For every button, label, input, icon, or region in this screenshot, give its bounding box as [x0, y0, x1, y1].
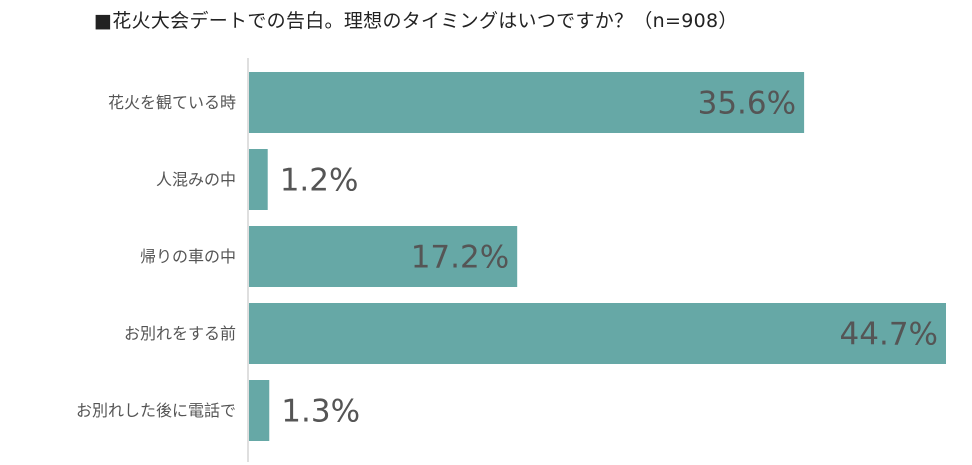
value-label-2: 1.2% [280, 163, 359, 199]
value-label-3: 17.2% [411, 240, 509, 276]
value-label-5: 1.3% [281, 394, 360, 430]
value-label-1: 35.6% [698, 86, 796, 122]
category-label-3: 帰りの車の中 [140, 247, 236, 266]
bar-4 [249, 303, 946, 364]
category-label-2: 人混みの中 [156, 170, 236, 189]
value-label-4: 44.7% [840, 317, 938, 353]
bar-3 [249, 226, 518, 287]
bar-1 [249, 72, 805, 133]
bars-layer: 花火を観ている時 35.6% 人混みの中 1.2% 帰りの車の中 17.2% お別れをする前… [76, 72, 946, 441]
category-label-5: お別れした後に電話で [76, 401, 236, 420]
bar-2 [249, 149, 268, 210]
chart-title: ■花火大会デートでの告白。理想のタイミングはいつですか？（n=908） [94, 10, 738, 32]
category-label-4: お別れをする前 [124, 324, 236, 343]
category-label-1: 花火を観ている時 [108, 93, 236, 112]
bar-5 [249, 380, 270, 441]
